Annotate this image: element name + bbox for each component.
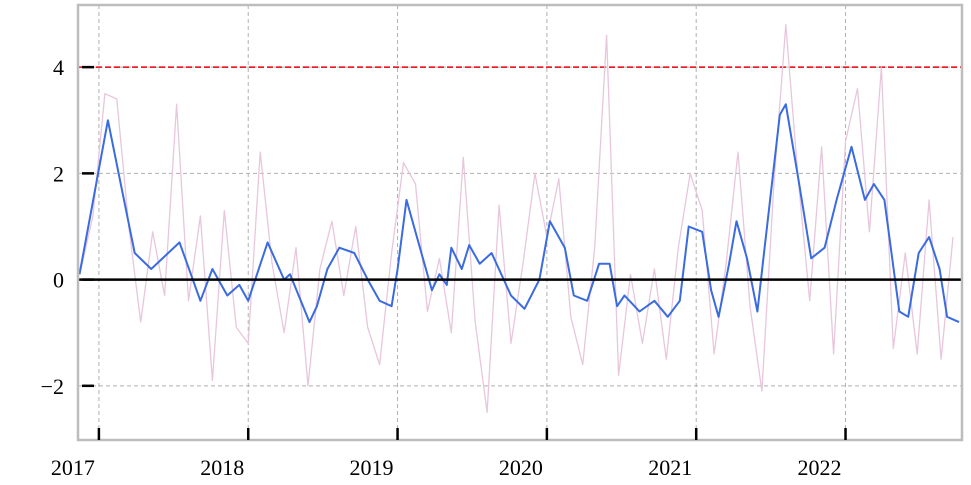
x-tick-label: 2020 — [499, 455, 543, 480]
y-tick-label: 4 — [53, 55, 64, 80]
x-tick-label: 2018 — [200, 455, 244, 480]
plot-frame — [76, 3, 964, 442]
x-tick-label: 2017 — [51, 455, 95, 480]
x-tick-label: 2021 — [648, 455, 692, 480]
y-tick-label: −2 — [41, 374, 64, 399]
y-tick-label: 0 — [53, 268, 64, 293]
x-tick-label: 2022 — [798, 455, 842, 480]
y-tick-label: 2 — [53, 161, 64, 186]
data-line — [80, 24, 954, 414]
x-tick-label: 2019 — [350, 455, 394, 480]
data-line — [78, 103, 960, 324]
